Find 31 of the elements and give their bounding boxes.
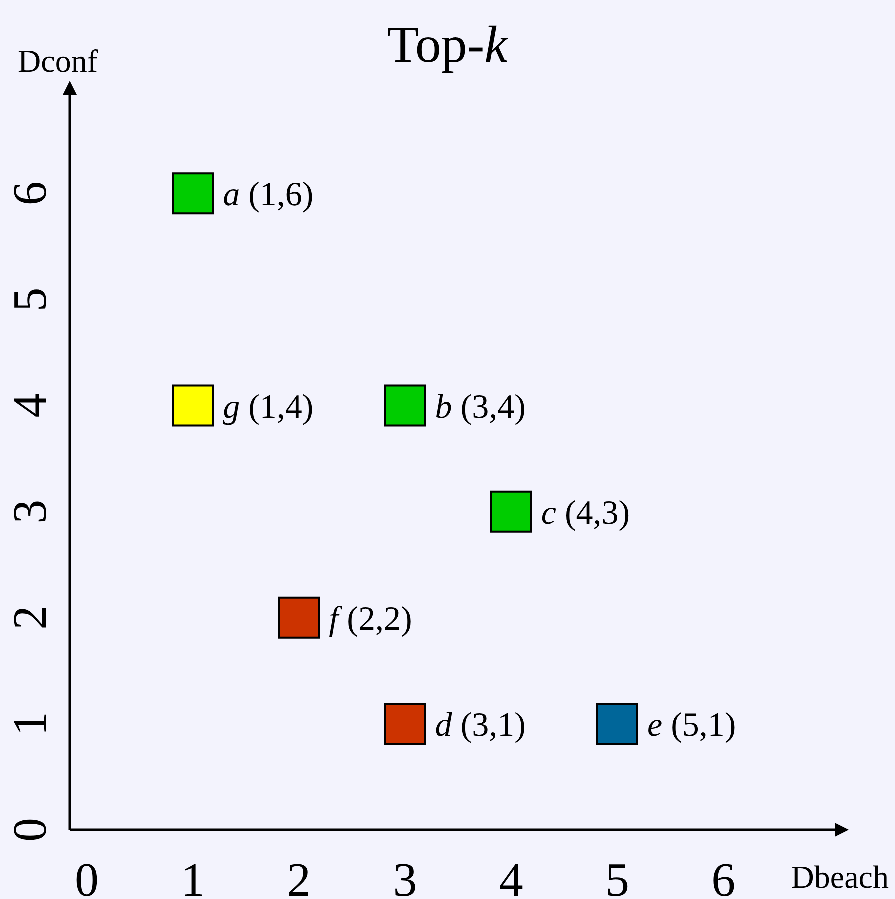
- annotation: d (3,1): [435, 706, 526, 744]
- y-tick-label: 0: [4, 818, 57, 842]
- y-tick-label: 5: [4, 288, 57, 312]
- y-axis-title: Dconf: [18, 43, 98, 79]
- point: [490, 490, 532, 533]
- x-tick-label: 3: [393, 854, 418, 899]
- annotation: b (3,4): [435, 388, 526, 426]
- y-tick-label: 3: [4, 500, 57, 524]
- y-tick-label: 1: [4, 712, 57, 736]
- y-tick-label: 4: [4, 394, 57, 418]
- x-tick-label: 5: [605, 854, 630, 899]
- point: [172, 384, 214, 427]
- x-axis-title: Dbeach: [791, 859, 889, 895]
- point: [384, 384, 426, 427]
- annotation: f (2,2): [329, 600, 412, 638]
- annotation: a (1,6): [223, 176, 314, 214]
- annotation: g (1,4): [223, 388, 314, 426]
- x-tick-label: 4: [499, 854, 524, 899]
- x-tick-label: 6: [712, 854, 736, 899]
- chart-title: Top-k: [387, 17, 509, 74]
- point: [278, 596, 320, 639]
- point: [172, 172, 214, 215]
- annotation: c (4,3): [541, 494, 630, 532]
- x-tick-label: 2: [287, 854, 312, 899]
- x-tick-label: 1: [181, 854, 206, 899]
- y-tick-label: 2: [4, 606, 57, 630]
- point: [596, 702, 638, 745]
- x-tick-label: 0: [74, 854, 99, 899]
- annotation: e (5,1): [647, 706, 736, 744]
- point: [384, 702, 426, 745]
- y-tick-label: 6: [4, 182, 57, 206]
